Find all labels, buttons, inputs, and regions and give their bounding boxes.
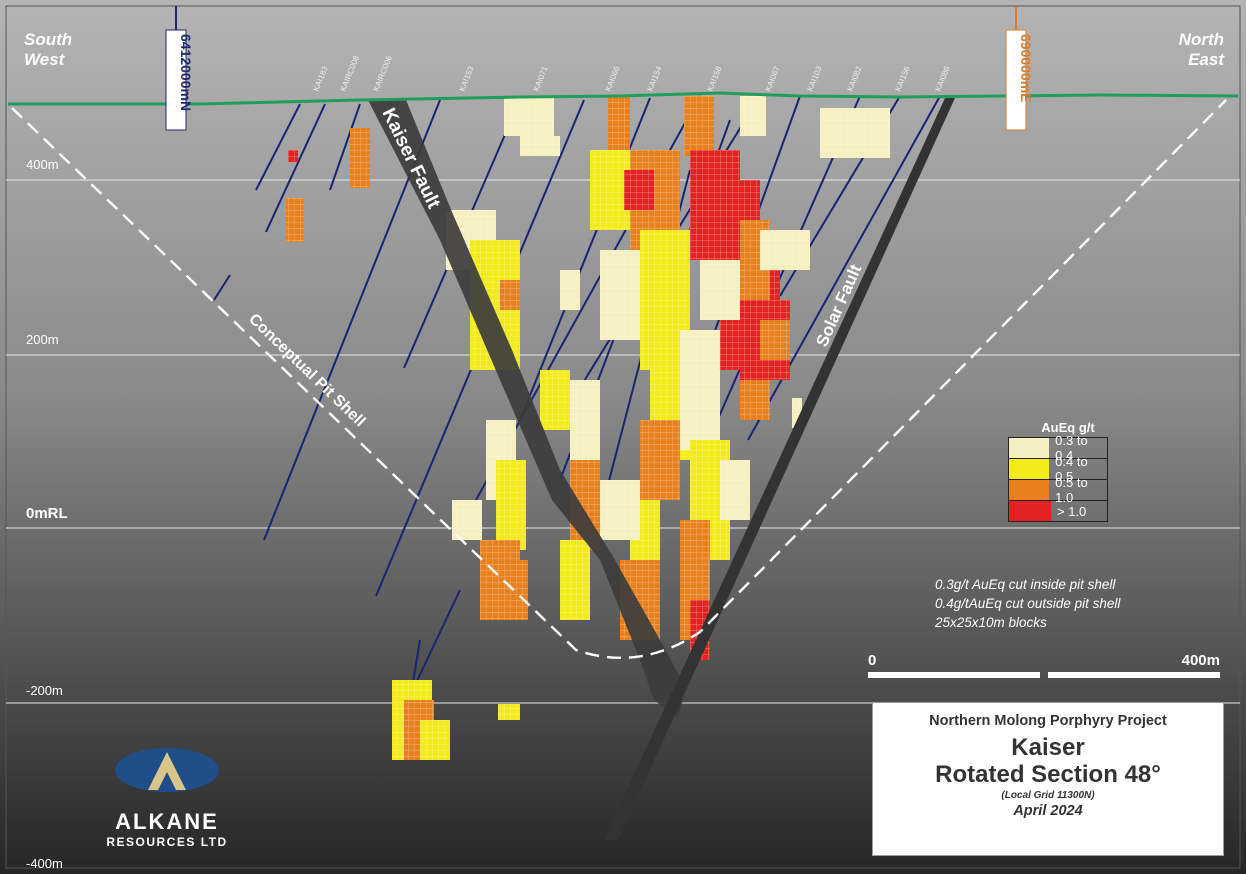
company-logo: ALKANE RESOURCES LTD — [72, 746, 262, 849]
grade-block-grid — [288, 150, 298, 162]
section-date: April 2024 — [873, 803, 1223, 819]
grade-block-grid — [520, 136, 560, 156]
scale-bar-right — [1048, 672, 1220, 678]
northing-label: 6412000mN — [178, 34, 194, 111]
legend-swatch — [1009, 438, 1049, 458]
local-grid: (Local Grid 11300N) — [873, 790, 1223, 801]
grade-block-grid — [760, 230, 810, 270]
grade-block-grid — [504, 96, 554, 136]
legend-swatch — [1009, 459, 1049, 479]
northeast-label: North East — [1170, 30, 1224, 70]
easting-label: 690000mE — [1018, 34, 1034, 103]
legend-label: 0.5 to 1.0 — [1049, 475, 1107, 505]
grade-block-grid — [740, 96, 766, 136]
grade-block-grid — [498, 704, 520, 720]
grade-block-grid — [286, 198, 304, 242]
note-line: 0.4g/tAuEq cut outside pit shell — [935, 594, 1120, 613]
legend-label: > 1.0 — [1051, 504, 1086, 519]
grade-block-grid — [350, 128, 370, 188]
scale-bar-left — [868, 672, 1040, 678]
elevation-label-200: 200m — [26, 332, 59, 347]
southwest-label: South West — [24, 30, 72, 70]
northeast-line1: North — [1170, 30, 1224, 50]
note-line: 25x25x10m blocks — [935, 613, 1120, 632]
elevation-label-minus400: -400m — [26, 856, 63, 871]
grade-block-grid — [452, 500, 482, 540]
grade-block-grid — [420, 720, 450, 760]
grade-legend: AuEq g/t 0.3 to 0.4 0.4 to 0.5 0.5 to 1.… — [1008, 420, 1108, 522]
scale-end-label: 400m — [1182, 652, 1220, 669]
deposit-name: Kaiser — [873, 735, 1223, 761]
grade-block-grid — [640, 420, 680, 500]
grade-block-grid — [680, 330, 720, 450]
grade-block-grid — [496, 460, 526, 550]
legend-swatch — [1009, 501, 1051, 521]
project-name: Northern Molong Porphyry Project — [873, 713, 1223, 729]
grade-block-grid — [624, 170, 654, 210]
logo-subtitle: RESOURCES LTD — [72, 835, 262, 849]
logo-mark-icon — [112, 746, 222, 800]
grade-block-grid — [540, 370, 570, 430]
southwest-line2: West — [24, 50, 72, 70]
legend-item: 0.5 to 1.0 — [1008, 479, 1108, 500]
elevation-label-0: 0mRL — [26, 505, 68, 522]
grade-block-grid — [560, 540, 590, 620]
grade-block-grid — [720, 460, 750, 520]
grade-block-grid — [608, 96, 630, 156]
grade-block-grid — [684, 96, 714, 156]
grade-block-grid — [840, 130, 870, 150]
grade-block-grid — [740, 380, 770, 420]
model-notes: 0.3g/t AuEq cut inside pit shell 0.4g/tA… — [935, 575, 1120, 632]
grade-block-grid — [600, 250, 640, 340]
section-title: Rotated Section 48° — [873, 761, 1223, 789]
southwest-line1: South — [24, 30, 72, 50]
note-line: 0.3g/t AuEq cut inside pit shell — [935, 575, 1120, 594]
scale-start-label: 0 — [868, 652, 876, 669]
logo-name: ALKANE — [72, 809, 262, 835]
grade-block-grid — [700, 260, 740, 320]
northeast-line2: East — [1170, 50, 1224, 70]
grade-block-grid — [600, 480, 640, 540]
elevation-label-400: 400m — [26, 157, 59, 172]
legend-swatch — [1009, 480, 1049, 500]
elevation-label-minus200: -200m — [26, 683, 63, 698]
title-block: Northern Molong Porphyry Project Kaiser … — [872, 702, 1224, 856]
grade-block-grid — [560, 270, 580, 310]
grade-block-grid — [760, 320, 790, 360]
